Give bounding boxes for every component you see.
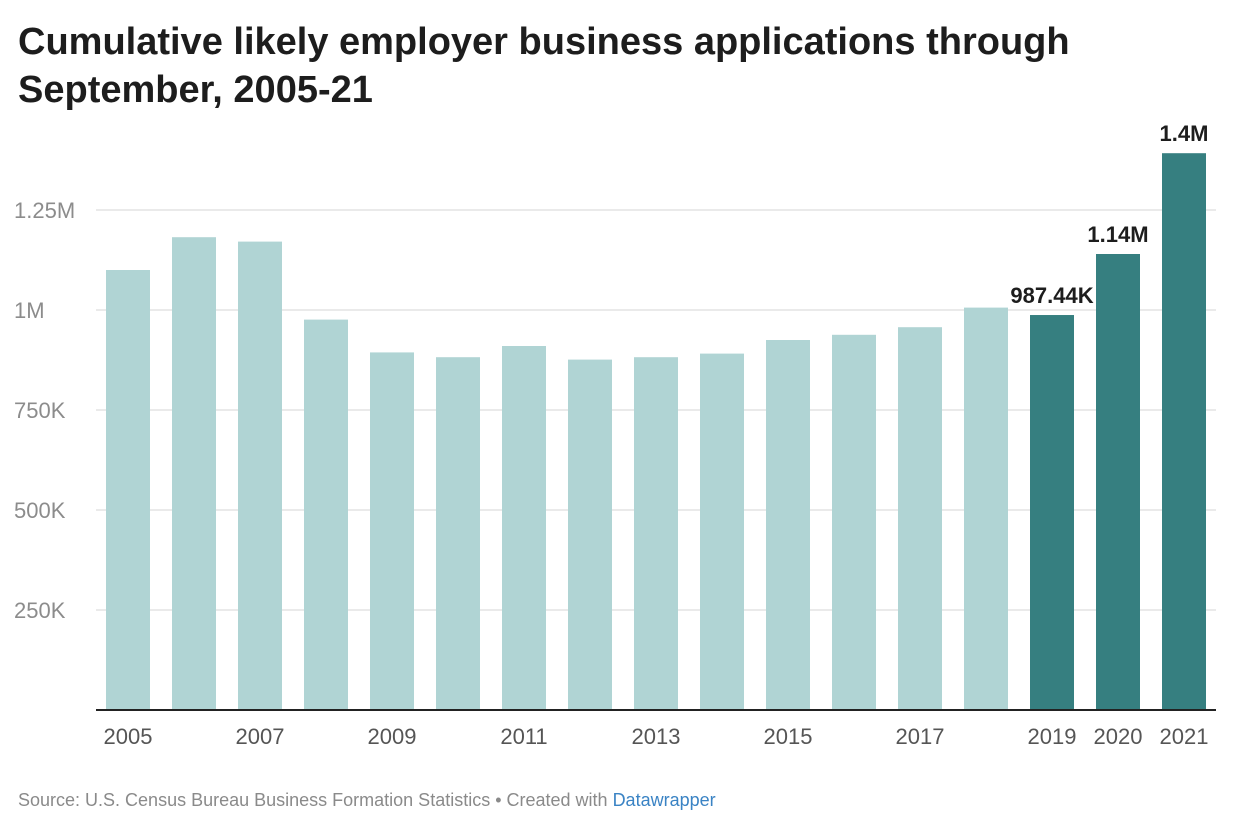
bar-2011: [502, 346, 546, 710]
y-tick-label: 500K: [14, 498, 66, 523]
x-tick-label: 2013: [632, 724, 681, 749]
chart-footer: Source: U.S. Census Bureau Business Form…: [18, 790, 716, 811]
bar-2019: [1030, 315, 1074, 710]
bar-2014: [700, 353, 744, 710]
bars: [106, 153, 1206, 710]
source-note: Source: U.S. Census Bureau Business Form…: [18, 790, 613, 810]
x-tick-label: 2009: [368, 724, 417, 749]
data-label: 1.14M: [1087, 222, 1148, 247]
x-tick-label: 2021: [1160, 724, 1209, 749]
x-tick-label: 2019: [1028, 724, 1077, 749]
x-tick-label: 2005: [104, 724, 153, 749]
bar-2007: [238, 241, 282, 710]
data-label: 987.44K: [1010, 283, 1093, 308]
bar-2021: [1162, 153, 1206, 710]
bar-2010: [436, 357, 480, 710]
data-label: 1.4M: [1160, 121, 1209, 146]
y-tick-label: 1M: [14, 298, 45, 323]
x-tick-label: 2011: [500, 724, 547, 749]
y-tick-label: 750K: [14, 398, 66, 423]
bar-2009: [370, 352, 414, 710]
y-tick-label: 250K: [14, 598, 66, 623]
chart-title: Cumulative likely employer business appl…: [18, 21, 1070, 111]
datawrapper-link[interactable]: Datawrapper: [612, 790, 716, 810]
labels: 250K 500K 750K 1M 1.25M 2005 2007 2009 2011 2013 2…: [14, 121, 1208, 749]
bar-2017: [898, 327, 942, 710]
bar-2006: [172, 237, 216, 710]
bar-2016: [832, 334, 876, 710]
bar-2013: [634, 357, 678, 710]
bar-2005: [106, 270, 150, 710]
x-tick-label: 2015: [764, 724, 813, 749]
bar-2015: [766, 340, 810, 710]
x-tick-label: 2020: [1094, 724, 1143, 749]
x-tick-label: 2017: [896, 724, 945, 749]
bar-2020: [1096, 254, 1140, 710]
bar-2018: [964, 307, 1008, 710]
bar-2008: [304, 319, 348, 710]
bar-2012: [568, 359, 612, 710]
y-tick-label: 1.25M: [14, 198, 75, 223]
x-tick-label: 2007: [236, 724, 285, 749]
